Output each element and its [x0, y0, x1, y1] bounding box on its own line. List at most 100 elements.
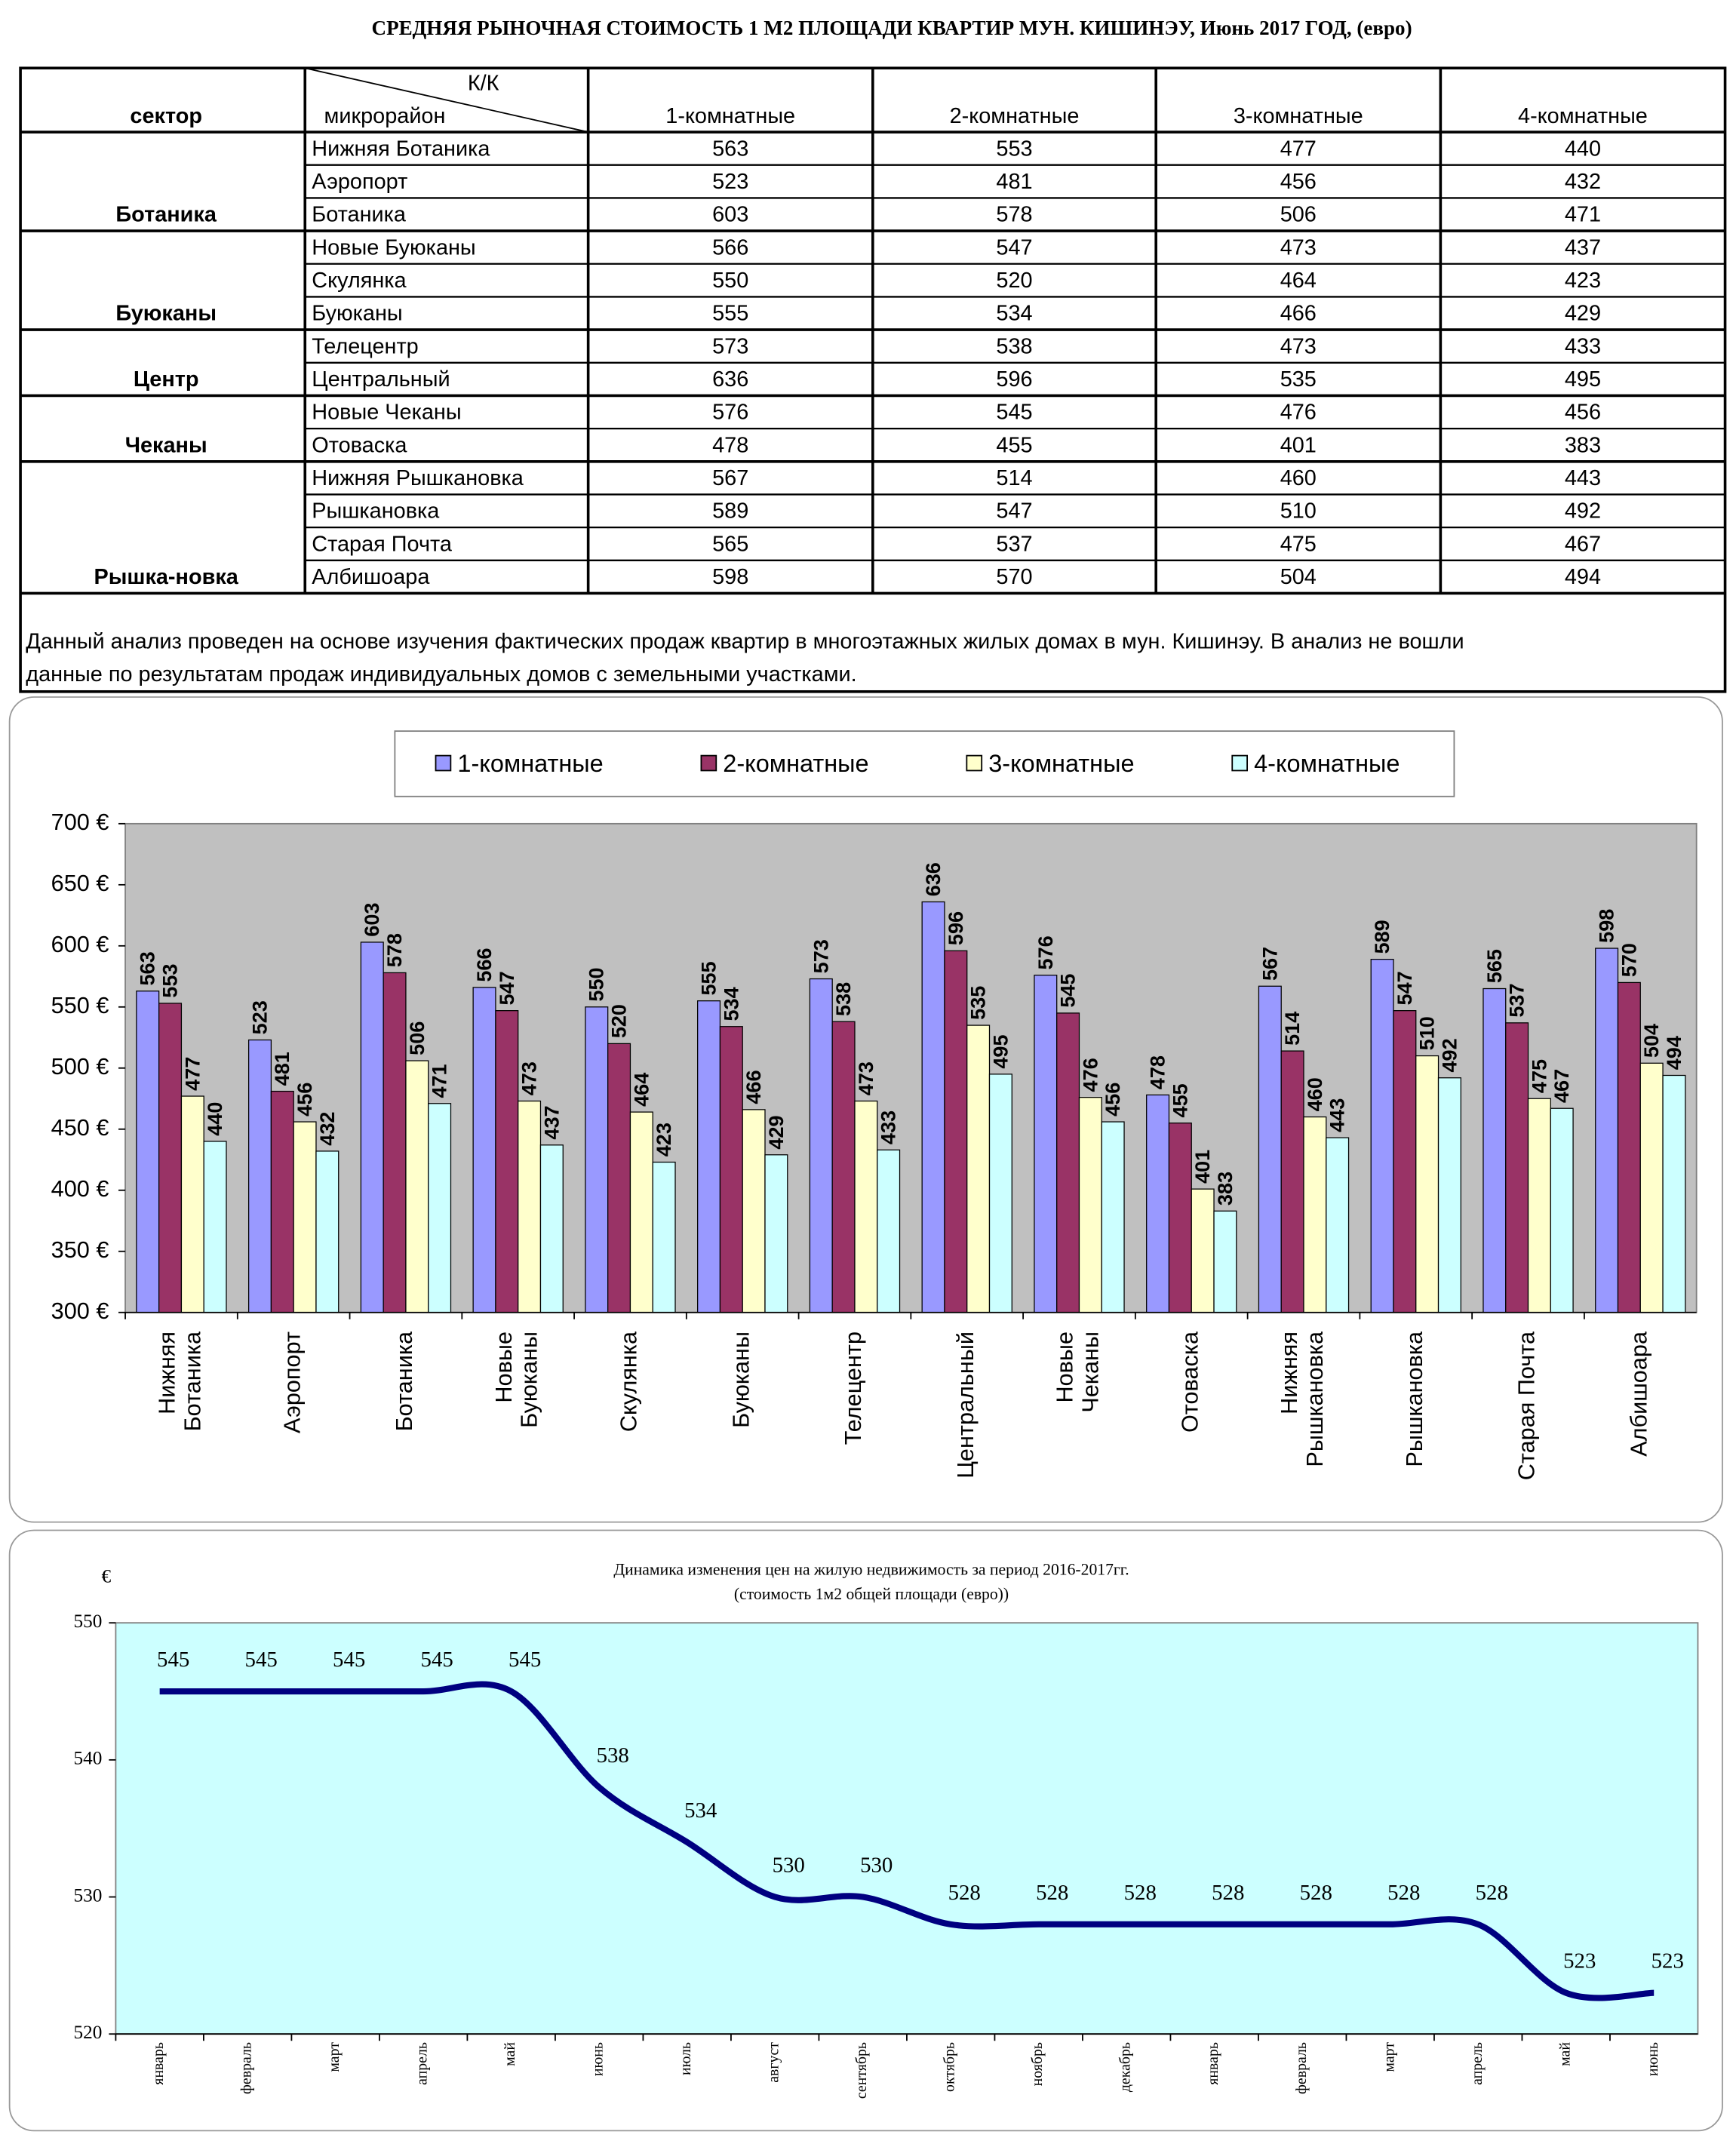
table-cell: 514: [996, 466, 1032, 490]
district-name: Старая Почта: [312, 532, 453, 556]
header-room-type: 4-комнатные: [1518, 104, 1648, 128]
bar: [136, 991, 160, 1313]
legend-swatch: [1231, 754, 1249, 772]
bar: [1505, 1022, 1529, 1313]
value-label: 443: [1326, 1098, 1349, 1132]
y-tick-label: 500 €: [51, 1054, 109, 1080]
value-label: 553: [158, 964, 181, 998]
table-cell: 565: [712, 532, 748, 556]
sector-name: Буюканы: [115, 302, 217, 326]
bar: [158, 1003, 183, 1313]
bar: [854, 1100, 878, 1313]
value-label: 477: [180, 1057, 204, 1091]
table-cell: 432: [1565, 170, 1601, 194]
table-cell: 383: [1565, 433, 1601, 457]
table-cell: 467: [1565, 532, 1601, 556]
district-name: Ботаника: [312, 203, 407, 227]
bar: [1078, 1097, 1102, 1313]
bar: [966, 1024, 991, 1313]
bar: [697, 1000, 721, 1313]
x-tick-label: февраль: [1293, 2042, 1310, 2094]
value-label: 460: [1303, 1077, 1326, 1111]
value-label: 547: [1393, 971, 1416, 1005]
value-label: 538: [597, 1743, 629, 1768]
table-cell: 523: [712, 170, 748, 194]
page-title: СРЕДНЯЯ РЫНОЧНАЯ СТОИМОСТЬ 1 М2 ПЛОЩАДИ …: [372, 17, 1412, 39]
bar: [539, 1144, 564, 1313]
value-label: 535: [966, 986, 990, 1020]
table-cell: 401: [1280, 433, 1317, 457]
table-cell: 563: [712, 137, 748, 161]
x-tick-label: апрель: [414, 2042, 431, 2085]
value-label: 530: [773, 1853, 805, 1877]
y-axis-label: €: [101, 1565, 111, 1586]
table-cell: 636: [712, 367, 748, 392]
bar: [1326, 1137, 1350, 1313]
district-name: Нижняя Ботаника: [312, 137, 490, 161]
header-room-type: 1-комнатные: [665, 104, 795, 128]
y-tick-label: 530: [73, 1884, 102, 1906]
y-tick-label: 550 €: [51, 993, 109, 1018]
table-cell: 473: [1280, 334, 1317, 358]
bar: [652, 1161, 676, 1313]
header-room-type: 2-комнатные: [950, 104, 1080, 128]
value-label: 528: [948, 1881, 981, 1905]
value-label: 383: [1213, 1172, 1237, 1206]
bar: [1550, 1107, 1574, 1313]
bar: [944, 950, 968, 1313]
value-label: 423: [652, 1123, 675, 1156]
bar: [1034, 975, 1058, 1313]
x-tick-label: октябрь: [942, 2042, 958, 2092]
y-tick-label: 400 €: [51, 1176, 109, 1202]
table-cell: 475: [1280, 532, 1317, 556]
value-label: 538: [831, 982, 855, 1016]
x-tick-label: август: [766, 2042, 782, 2083]
legend-label: 3-комнатные: [988, 750, 1134, 777]
table-cell: 534: [996, 302, 1032, 326]
value-label: 495: [988, 1035, 1012, 1069]
table-cell: 476: [1280, 401, 1317, 425]
value-label: 523: [1652, 1949, 1684, 1973]
x-tick-label: июль: [678, 2042, 694, 2075]
value-label: 528: [1476, 1881, 1508, 1905]
bar: [1191, 1188, 1215, 1313]
y-tick-label: 550: [73, 1611, 102, 1632]
value-label: 545: [333, 1648, 365, 1672]
x-tick-label: апрель: [1469, 2042, 1486, 2085]
legend-swatch: [700, 754, 717, 772]
bar: [1595, 948, 1619, 1313]
value-label: 545: [1056, 974, 1080, 1008]
legend-label: 1-комнатные: [457, 750, 603, 777]
table-cell: 566: [712, 235, 748, 260]
table-cell: 510: [1280, 499, 1317, 524]
bar: [1483, 987, 1507, 1313]
value-label: 471: [428, 1064, 451, 1098]
legend-swatch: [966, 754, 983, 772]
header-kk: К/К: [468, 72, 499, 96]
y-tick-label: 700 €: [51, 809, 109, 835]
legend-swatch: [435, 754, 452, 772]
district-name: Аэропорт: [312, 170, 407, 194]
table-cell: 550: [712, 269, 748, 293]
bar: [1639, 1062, 1664, 1313]
bar: [1437, 1077, 1461, 1313]
value-label: 555: [697, 961, 721, 995]
bar: [1213, 1210, 1237, 1313]
value-label: 456: [293, 1083, 316, 1117]
value-label: 494: [1662, 1036, 1685, 1070]
table-cell: 443: [1565, 466, 1601, 490]
value-label: 573: [809, 939, 832, 973]
table-cell: 478: [712, 433, 748, 457]
y-tick-label: 300 €: [51, 1298, 109, 1324]
bar: [921, 901, 945, 1313]
x-tick-label: декабрь: [1117, 2042, 1134, 2092]
table-cell: 429: [1565, 302, 1601, 326]
value-label: 473: [854, 1061, 877, 1095]
x-tick-label: Центральный: [953, 1332, 979, 1479]
value-label: 440: [203, 1102, 226, 1136]
table-cell: 456: [1280, 170, 1317, 194]
table-cell: 481: [996, 170, 1032, 194]
bar: [518, 1100, 542, 1313]
table-cell: 603: [712, 203, 748, 227]
